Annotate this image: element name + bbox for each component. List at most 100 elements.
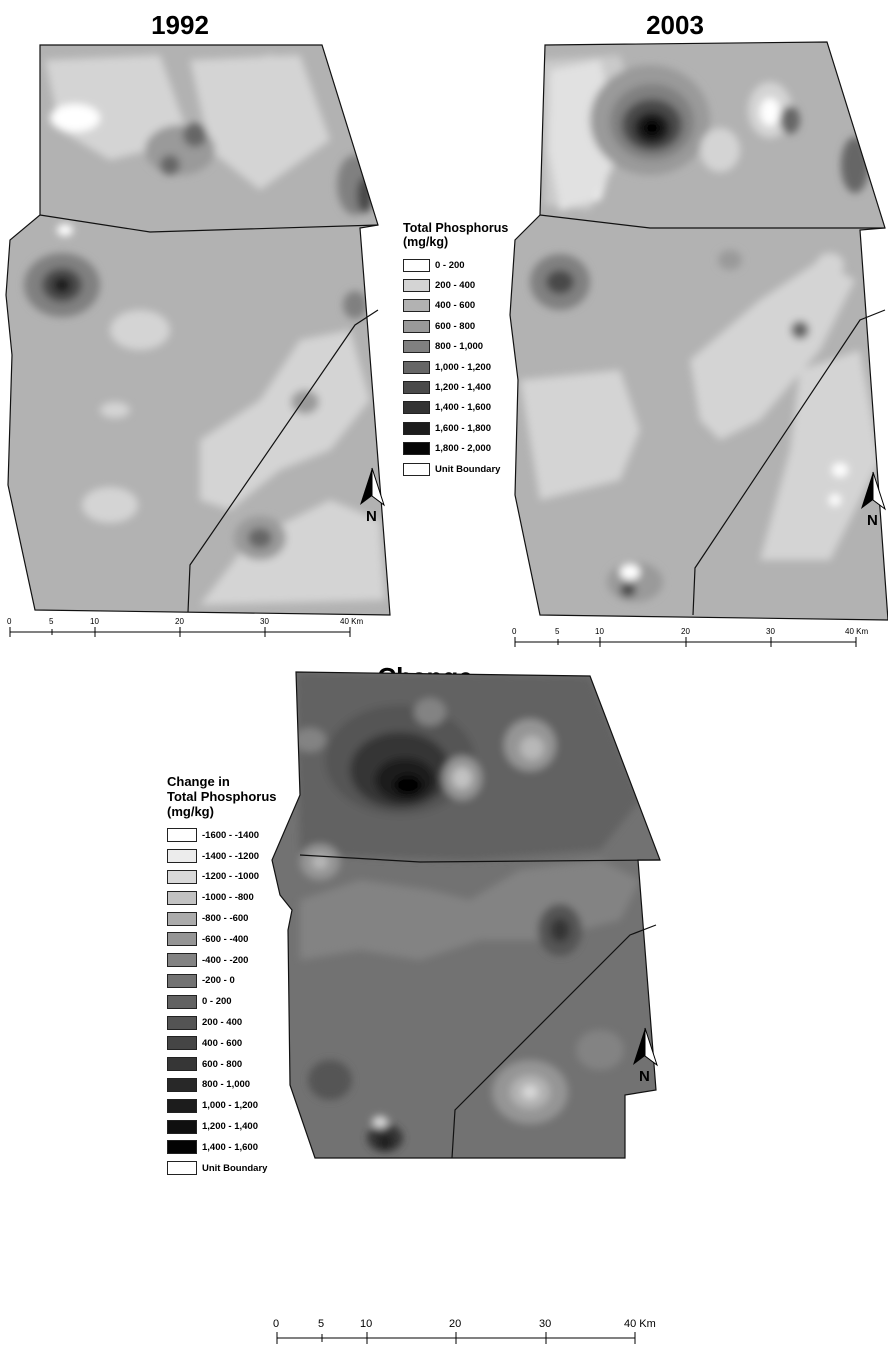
legend-label: -600 - -400 — [202, 933, 249, 945]
scale-label: 10 — [595, 627, 604, 636]
legend-swatch — [403, 340, 430, 354]
legend-swatch — [167, 953, 197, 968]
legend-swatch — [167, 849, 197, 864]
legend-swatch — [167, 932, 197, 947]
north-label-2003: N — [867, 512, 878, 529]
legend-item: -600 - -400 — [167, 929, 277, 950]
legend-swatch — [167, 1036, 197, 1051]
legend-title: Change in Total Phosphorus (mg/kg) — [167, 774, 277, 819]
legend-label: 0 - 200 — [435, 259, 465, 271]
scale-label: 20 — [175, 617, 184, 626]
legend-swatch — [403, 421, 430, 435]
legend-label: 1,400 - 1,600 — [435, 402, 491, 414]
legend-item: Unit Boundary — [403, 459, 508, 479]
legend-item: -1400 - -1200 — [167, 846, 277, 867]
legend-item: 200 - 400 — [403, 275, 508, 295]
scale-label: 30 — [260, 617, 269, 626]
scale-label: 0 — [512, 627, 517, 636]
legend-label: 400 - 600 — [202, 1037, 243, 1049]
scale-label: 20 — [681, 627, 690, 636]
legend-item: -1000 - -800 — [167, 887, 277, 908]
legend-item: -1600 - -1400 — [167, 825, 277, 846]
north-label-1992: N — [366, 508, 377, 525]
legend-label: 1,600 - 1,800 — [435, 422, 491, 434]
map-change — [271, 671, 661, 1159]
legend-item: 600 - 800 — [167, 1054, 277, 1075]
north-arrow-icon-change — [633, 1027, 658, 1067]
scale-label: 30 — [766, 627, 775, 636]
legend-swatch — [167, 911, 197, 926]
scale-bar-1992 — [9, 627, 351, 637]
legend-label: 1,200 - 1,400 — [435, 382, 491, 394]
scale-label: 0 — [7, 617, 12, 626]
legend-swatch — [167, 869, 197, 884]
legend-label: 1,200 - 1,400 — [202, 1121, 258, 1133]
legend-item: 600 - 800 — [403, 316, 508, 336]
legend-swatch — [167, 828, 197, 843]
legend-swatch — [403, 258, 430, 272]
legend-label: -800 - -600 — [202, 913, 249, 925]
legend-swatch — [167, 890, 197, 905]
north-arrow-icon-1992 — [360, 467, 385, 507]
scale-label: 40 Km — [624, 1318, 656, 1330]
legend-swatch — [167, 1098, 197, 1113]
legend-item: 1,600 - 1,800 — [403, 418, 508, 438]
legend-label: 600 - 800 — [202, 1058, 243, 1070]
scale-label: 30 — [539, 1318, 552, 1330]
legend-title-line: Change in — [167, 774, 230, 789]
legend-items: -1600 - -1400 -1400 - -1200 -1200 - -1000 -… — [167, 825, 277, 1179]
scale-label: 20 — [449, 1318, 462, 1330]
legend-swatch — [167, 973, 197, 988]
north-arrow-icon-2003 — [861, 471, 886, 511]
legend-title-line: (mg/kg) — [167, 804, 214, 819]
legend-label: 400 - 600 — [435, 300, 476, 312]
legend-label: 1,000 - 1,200 — [435, 361, 491, 373]
legend-swatch — [403, 381, 430, 395]
legend-item: -400 - -200 — [167, 950, 277, 971]
legend-swatch — [167, 1015, 197, 1030]
legend-item: 200 - 400 — [167, 1012, 277, 1033]
legend-label: 200 - 400 — [435, 280, 476, 292]
legend-item: -800 - -600 — [167, 908, 277, 929]
legend-item: -1200 - -1000 — [167, 867, 277, 888]
legend-swatch — [403, 462, 430, 476]
legend-label: -200 - 0 — [202, 975, 235, 987]
legend-label: 800 - 1,000 — [202, 1079, 251, 1091]
legend-title: Total Phosphorus (mg/kg) — [403, 221, 508, 249]
legend-item: 1,200 - 1,400 — [167, 1116, 277, 1137]
legend-swatch — [167, 1140, 197, 1155]
scale-label: 10 — [90, 617, 99, 626]
legend-label: -1200 - -1000 — [202, 871, 260, 883]
legend-item: 1,400 - 1,600 — [403, 398, 508, 418]
legend-item: 1,200 - 1,400 — [403, 377, 508, 397]
scale-bar-2003 — [514, 637, 857, 647]
legend-swatch — [403, 319, 430, 333]
legend-label: 1,000 - 1,200 — [202, 1100, 258, 1112]
legend-item: 1,800 - 2,000 — [403, 439, 508, 459]
legend-item: 1,000 - 1,200 — [167, 1095, 277, 1116]
map-1992 — [5, 44, 391, 616]
legend-items: 0 - 200 200 - 400 400 - 600 600 - 800 800 - … — [403, 255, 508, 479]
legend-swatch — [167, 994, 197, 1009]
map-2003 — [509, 41, 888, 621]
title-1992: 1992 — [151, 10, 209, 40]
legend-item: 1,000 - 1,200 — [403, 357, 508, 377]
legend-item: 0 - 200 — [167, 991, 277, 1012]
legend-label: -1400 - -1200 — [202, 850, 260, 862]
legend-item: 800 - 1,000 — [403, 337, 508, 357]
legend-swatch — [403, 299, 430, 313]
legend-title-line: Total Phosphorus — [403, 221, 509, 235]
legend-swatch — [167, 1077, 197, 1092]
scale-label: 40 Km — [340, 617, 364, 626]
legend-label: Unit Boundary — [202, 1162, 268, 1174]
legend-title-line: Total Phosphorus — [167, 789, 277, 804]
legend-label: 600 - 800 — [435, 320, 476, 332]
legend-item: 800 - 1,000 — [167, 1075, 277, 1096]
legend-swatch — [167, 1057, 197, 1072]
legend-swatch — [167, 1119, 197, 1134]
legend-total-phosphorus: Total Phosphorus (mg/kg) 0 - 200 200 - 40… — [403, 221, 508, 479]
scale-label: 0 — [273, 1318, 280, 1330]
legend-label: -1600 - -1400 — [202, 829, 260, 841]
legend-label: 0 - 200 — [202, 996, 232, 1008]
